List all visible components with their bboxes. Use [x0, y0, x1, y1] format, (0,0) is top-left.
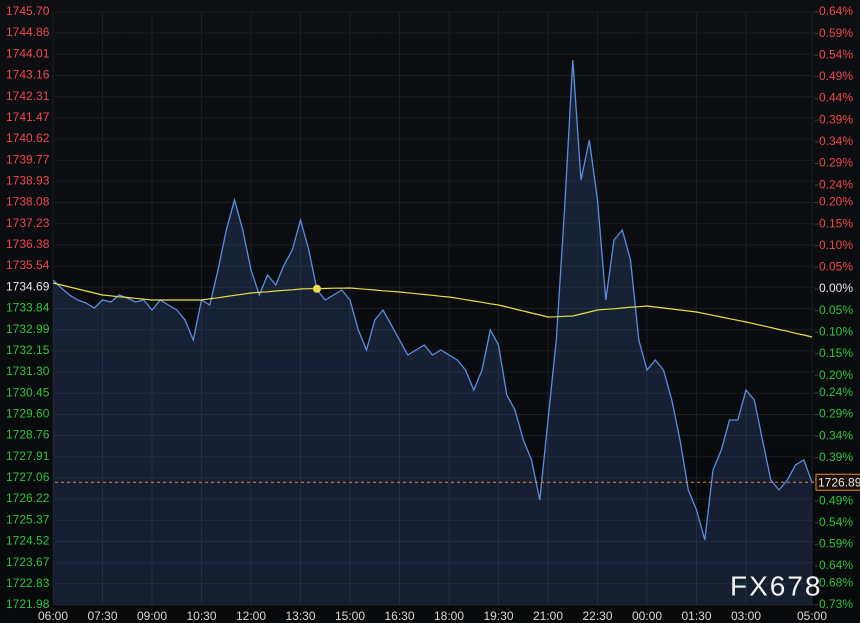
y2-tick-label: 0.34% [819, 134, 853, 148]
last-price-box [815, 473, 860, 491]
y-tick-label: 1744.86 [6, 25, 50, 39]
x-tick-label: 15:00 [335, 609, 365, 623]
y2-tick-label: 0.73% [819, 597, 853, 611]
x-tick-label: 06:00 [38, 609, 68, 623]
y2-tick-label: 0.20% [819, 368, 853, 382]
y2-tick-label: 0.54% [819, 47, 853, 61]
y2-tick-label: 0.59% [819, 26, 853, 40]
y-tick-label: 1721.98 [6, 597, 50, 611]
watermark: FX678 [730, 570, 823, 601]
y-tick-label: 1726.22 [6, 491, 50, 505]
x-tick-label: 05:00 [797, 609, 827, 623]
y2-tick-label: 0.20% [819, 195, 853, 209]
y2-tick-label: 0.64% [819, 4, 853, 18]
y2-tick-label: 0.15% [819, 216, 853, 230]
y-tick-label: 1732.15 [6, 343, 50, 357]
x-tick-label: 01:30 [681, 609, 711, 623]
x-tick-label: 21:00 [533, 609, 563, 623]
y2-tick-label: 0.10% [819, 238, 853, 252]
y2-tick-label: 0.05% [819, 260, 853, 274]
price-line [52, 59, 813, 541]
x-tick-label: 13:30 [285, 609, 315, 623]
y-tick-label: 1725.37 [6, 512, 50, 526]
y2-tick-label: 0.29% [819, 156, 853, 170]
x-tick-label: 12:00 [236, 609, 266, 623]
y-tick-label: 1724.52 [6, 534, 50, 548]
y-tick-label: 1732.99 [6, 322, 50, 336]
y-tick-label: 1729.60 [6, 407, 50, 421]
y-tick-label: 1722.83 [6, 576, 50, 590]
y-tick-label: 1734.69 [6, 279, 50, 293]
y-tick-label: 1745.70 [6, 4, 50, 18]
y2-tick-label: 0.68% [819, 576, 853, 590]
y2-tick-label: 0.39% [819, 450, 853, 464]
y-tick-label: 1727.91 [6, 449, 50, 463]
y-tick-label: 1733.84 [6, 301, 50, 315]
y2-tick-label: 0.64% [819, 558, 853, 572]
y-tick-label: 1737.23 [6, 216, 50, 230]
y-tick-label: 1741.47 [6, 110, 50, 124]
y-tick-label: 1744.01 [6, 46, 50, 60]
y2-tick-label: 0.44% [819, 91, 853, 105]
y-tick-label: 1738.08 [6, 195, 50, 209]
last-price-label: 1726.89 [818, 475, 860, 489]
y-tick-label: 1742.31 [6, 89, 50, 103]
y2-tick-label: 0.24% [819, 385, 853, 399]
y2-tick-label: 0.10% [819, 324, 853, 338]
y2-tick-label: 0.24% [819, 177, 853, 191]
y2-tick-label: 0.05% [819, 303, 853, 317]
y2-tick-label: 0.29% [819, 407, 853, 421]
x-tick-label: 16:30 [384, 609, 414, 623]
y-tick-label: 1740.62 [6, 131, 50, 145]
x-tick-label: 07:30 [87, 609, 117, 623]
y-tick-label: 1730.45 [6, 385, 50, 399]
y2-tick-label: 0.49% [819, 493, 853, 507]
highlight-dot [313, 284, 321, 293]
x-tick-label: 18:00 [434, 609, 464, 623]
average-line [52, 282, 813, 338]
y-tick-label: 1736.38 [6, 237, 50, 251]
y-tick-label: 1731.30 [6, 364, 50, 378]
y-tick-label: 1728.76 [6, 428, 50, 442]
x-tick-label: 22:30 [582, 609, 612, 623]
y-tick-label: 1739.77 [6, 152, 50, 166]
x-tick-label: 03:00 [731, 609, 761, 623]
area [53, 60, 812, 605]
y2-tick-label: 0.59% [819, 537, 853, 551]
y2-tick-label: 0.15% [819, 346, 853, 360]
y2-tick-label: 0.49% [819, 69, 853, 83]
y2-tick-label: 0.39% [819, 112, 853, 126]
y-tick-label: 1738.93 [6, 173, 50, 187]
y2-tick-label: 0.54% [819, 515, 853, 529]
x-tick-label: 10:30 [186, 609, 216, 623]
y2-tick-label: 0.34% [819, 428, 853, 442]
y2-tick-label: 0.00% [819, 281, 853, 295]
y-tick-label: 1735.54 [6, 258, 50, 272]
y-tick-label: 1743.16 [6, 68, 50, 82]
x-tick-label: 00:00 [632, 609, 662, 623]
x-tick-label: 09:00 [137, 609, 167, 623]
y-tick-label: 1727.06 [6, 470, 50, 484]
x-tick-label: 19:30 [483, 609, 513, 623]
y-tick-label: 1723.67 [6, 555, 50, 569]
